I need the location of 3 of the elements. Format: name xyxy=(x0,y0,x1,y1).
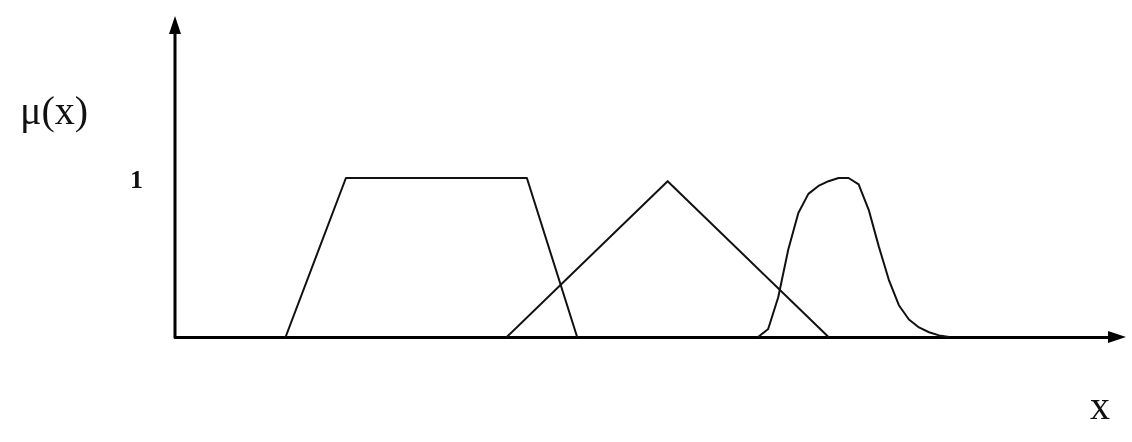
text: 1 xyxy=(130,164,143,194)
x-axis-title: x xyxy=(1090,382,1110,428)
y-axis-title: μ(x) xyxy=(20,87,89,133)
